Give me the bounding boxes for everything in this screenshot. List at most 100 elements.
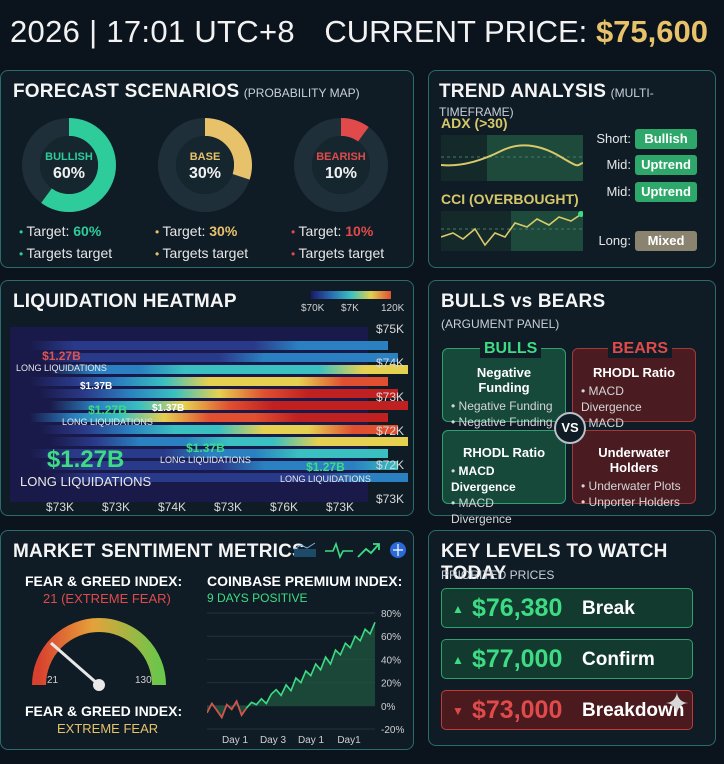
argument-head: RHODL Ratio (592, 365, 676, 380)
key-level-break[interactable]: ▲ $76,380 Break (441, 588, 693, 628)
forecast-panel: FORECAST SCENARIOS (PROBABILITY MAP) BUL… (0, 70, 414, 268)
arrow-up-icon: ▲ (452, 653, 464, 667)
heatmap-row (40, 353, 398, 362)
x-tick-label: $76K (270, 500, 299, 514)
scenario-target: • Target: 10% • Targets target (291, 223, 385, 261)
target-value: 30% (209, 223, 238, 239)
small-chart-icon (293, 542, 316, 557)
y-tick-label: $73K (376, 390, 405, 404)
x-tick-label: $74K (158, 500, 187, 514)
heatmap-row (50, 473, 408, 482)
liquidation-value: $1.27B (42, 349, 81, 363)
liquidation-annotation: $1.27B LONG LIQUIDATIONS (20, 446, 151, 489)
fg-value: 21 (EXTREME FEAR) (43, 591, 171, 606)
liquidation-text: LONG LIQUIDATIONS (62, 417, 153, 427)
arrow-down-icon: ▼ (452, 704, 464, 718)
trend-chip-bullish: Bullish (635, 129, 697, 149)
argument-box: Negative Funding • Negative Funding • Nega… (442, 348, 566, 429)
heatmap-scale (311, 291, 391, 299)
heatmap-row (40, 389, 398, 398)
scale-label: $70K (301, 303, 325, 314)
y-tick-label: $74K (376, 356, 405, 370)
level-price: $73,000 (472, 696, 563, 724)
trend-row-label: Short: (596, 131, 631, 146)
donut-label: BEARISH (316, 151, 366, 163)
globe-icon (390, 542, 406, 558)
cb-y-tick: 40% (381, 655, 401, 666)
liquidation-value: $1.37B (80, 381, 113, 392)
cb-y-tick: -20% (381, 725, 404, 736)
key-level-confirm[interactable]: ▲ $77,000 Confirm (441, 639, 693, 679)
target-line2: Targets target (298, 245, 385, 261)
argument-item: • MACD Divergence (451, 464, 516, 494)
y-tick-label: $75K (376, 322, 405, 336)
key-level-breakdown[interactable]: ▼ $73,000 Breakdown (441, 690, 693, 730)
x-tick-label: $73K (102, 500, 131, 514)
heatmap-row (50, 401, 408, 410)
vs-badge: VS (554, 412, 586, 444)
heatmap-row (30, 377, 388, 386)
liquidation-value: $1.27B (46, 446, 125, 473)
fg-title-2: FEAR & GREED INDEX: (25, 703, 183, 719)
liquidation-annotation: $1.27B LONG LIQUIDATIONS (62, 403, 153, 427)
cci-label: CCI (OVERBOUGHT) (441, 191, 579, 207)
donut-percent: 10% (324, 165, 358, 182)
sparkle-icon: ✦ (664, 688, 690, 721)
scenario-target: • Target: 30% • Targets target (155, 223, 249, 261)
donut-ring (22, 118, 116, 212)
scale-label: $7K (341, 303, 359, 314)
cb-x-tick: Day1 (337, 735, 361, 745)
gauge-max: 130 (135, 675, 152, 686)
target-label: Target: (298, 223, 342, 239)
cb-x-tick: Day 1 (298, 735, 325, 745)
heatmap-row (50, 437, 408, 446)
y-tick-label: $72K (376, 458, 405, 472)
heatmap-row (50, 365, 408, 374)
datetime: 2026 | 17:01 UTC+8 (10, 14, 295, 49)
donut-bearish: BEARISH 10% (293, 117, 389, 213)
argument-head: Underwater Holders (598, 445, 670, 475)
liquidation-text: LONG LIQUIDATIONS (280, 474, 371, 484)
liquidation-text: LONG LIQUIDATIONS (16, 363, 107, 373)
heatmap-grid (10, 327, 408, 502)
level-tag: Breakdown (582, 700, 685, 721)
cb-y-tick: 20% (381, 679, 401, 690)
cb-title: COINBASE PREMIUM INDEX: (207, 573, 403, 589)
sentiment-panel: MARKET SENTIMENT METRICS FEAR & GREED IN… (0, 530, 414, 750)
adx-label: ADX (>30) (441, 115, 508, 131)
liquidation-value: $1.37B (186, 441, 225, 455)
trend-subtitle: (MULTI-TIMEFRAME) (439, 86, 654, 119)
x-tick-label: $73K (326, 500, 355, 514)
cb-x-tick: Day 3 (260, 735, 287, 745)
forecast-title: FORECAST SCENARIOS (13, 81, 240, 102)
donut-arc (294, 118, 388, 212)
liquidation-value: $1.27B (88, 403, 127, 417)
heatmap-row (40, 425, 398, 434)
trend-chip-mixed: Mixed (635, 231, 697, 251)
level-price: $77,000 (472, 645, 563, 673)
cb-area (207, 622, 375, 718)
trend-row-label: Mid: (606, 184, 631, 199)
argument-item: • Negative Funding (451, 399, 553, 413)
liquidation-value: $1.27B (306, 460, 345, 474)
target-label: Target: (162, 223, 206, 239)
bb-title: BULLS vs BEARS (441, 291, 606, 312)
heartbeat-icon (325, 541, 353, 559)
current-price-label: CURRENT PRICE: (324, 14, 588, 49)
gauge-needle (50, 641, 100, 687)
scale-label: 120K (381, 303, 405, 314)
bulls-label: BULLS (480, 340, 542, 358)
argument-item: • MACD Divergence (581, 384, 642, 414)
liquidation-annotation: $1.37B (80, 381, 112, 392)
adx-line (441, 144, 583, 167)
y-tick-label: $73K (376, 492, 405, 506)
liquidation-text: LONG LIQUIDATIONS (160, 455, 251, 465)
target-line2: Targets target (26, 245, 113, 261)
target-value: 60% (73, 223, 102, 239)
forecast-subtitle: (PROBABILITY MAP) (243, 86, 360, 100)
donut-ring (294, 118, 388, 212)
trend-chip-uptrend: Uptrend (635, 182, 697, 202)
trend-row-label: Long: (598, 233, 631, 248)
trend-chip-uptrend: Uptrend (635, 155, 697, 175)
donut-ring (158, 118, 252, 212)
